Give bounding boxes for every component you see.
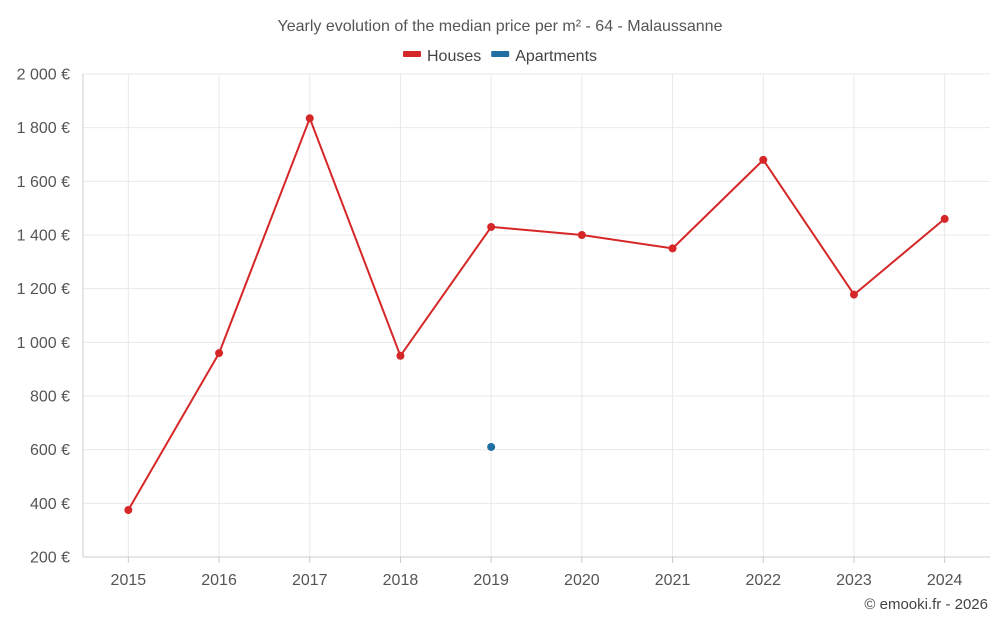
data-point-houses [940,214,949,223]
grid [83,73,990,557]
legend-swatch-houses [403,51,421,57]
data-point-houses [759,155,768,164]
chart-title: Yearly evolution of the median price per… [278,18,723,35]
y-tick-label: 1 400 € [17,228,70,245]
y-tick-label: 200 € [30,550,70,567]
x-tick-label: 2021 [655,572,691,589]
x-tick-label: 2015 [111,572,147,589]
data-point-houses [849,290,858,299]
axes: 200 € 400 € 600 € 800 € 1 000 € 1 200 € 1 400 … [17,67,990,589]
y-tick-label: 400 € [30,496,70,513]
data-point-houses [305,114,314,123]
data-point-houses [577,231,586,239]
x-tick-label: 2018 [383,572,419,589]
y-tick-label: 1 000 € [17,335,70,352]
data-point-apartments [487,442,496,451]
y-tick-label: 1 600 € [17,174,70,191]
credit-text: © emooki.fr - 2026 [864,596,988,613]
x-tick-label: 2023 [836,572,872,589]
data-point-houses [124,506,133,515]
x-tick-label: 2022 [745,572,781,589]
series-apartments [487,442,496,451]
data-point-houses [215,349,224,358]
legend: Houses Apartments [403,48,597,65]
x-tick-label: 2016 [201,572,237,589]
y-tick-label: 1 800 € [17,120,70,137]
y-tick-label: 1 200 € [17,281,70,298]
x-tick-label: 2020 [564,572,600,589]
y-tick-label: 800 € [30,389,70,406]
legend-swatch-apartments [491,51,510,57]
y-tick-label: 2 000 € [17,67,70,84]
data-point-houses [396,351,405,360]
y-tick-label: 600 € [30,442,70,459]
series [124,114,949,515]
series-line-houses [127,117,946,511]
data-point-houses [668,244,677,253]
data-point-houses [487,222,496,231]
x-tick-label: 2017 [292,572,328,589]
series-houses [124,114,949,515]
x-tick-label: 2019 [473,572,509,589]
legend-label-apartments: Apartments [515,48,597,65]
x-tick-label: 2024 [927,572,963,589]
legend-item-apartments: Apartments [491,48,597,65]
legend-label-houses: Houses [427,48,481,65]
legend-item-houses: Houses [403,48,481,65]
